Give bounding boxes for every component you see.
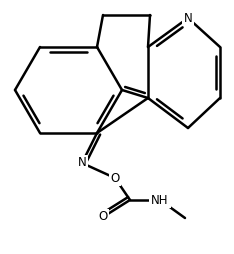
Text: O: O <box>98 211 108 224</box>
Text: N: N <box>184 11 192 24</box>
Text: N: N <box>78 156 86 169</box>
Text: O: O <box>110 171 120 184</box>
Text: NH: NH <box>151 194 169 207</box>
